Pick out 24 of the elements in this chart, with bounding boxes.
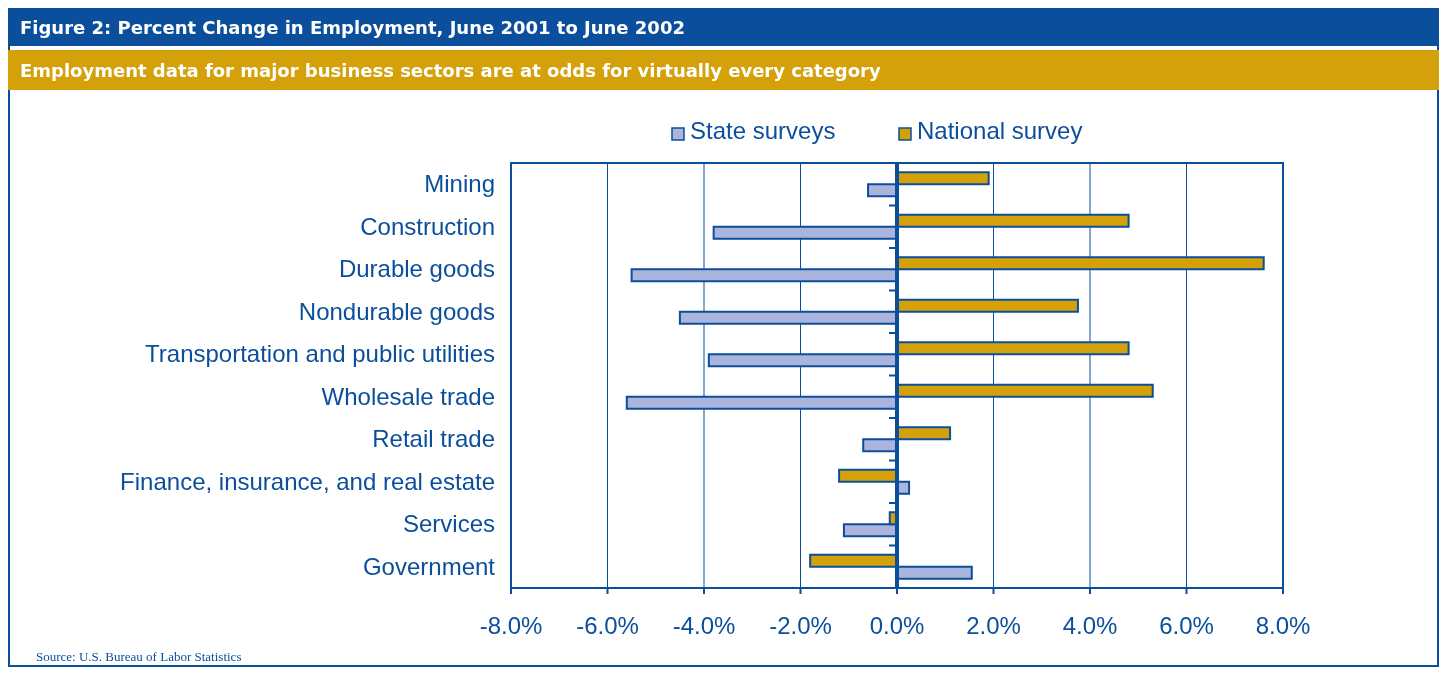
x-tick-label: -6.0% <box>576 612 639 639</box>
x-tick-label: -4.0% <box>672 612 736 639</box>
x-tick-label: -8.0% <box>479 612 543 639</box>
y-tick-label: Government <box>362 552 496 580</box>
y-tick-label: Nondurable goods <box>298 297 495 325</box>
chart-subtitle: Employment data for major business sectors are at odds for virtually every category <box>20 60 881 81</box>
y-tick-label: Transportation and public utilities <box>145 340 495 368</box>
x-tick-label: -2.0% <box>769 612 832 639</box>
legend-label: National survey <box>917 117 1083 144</box>
y-tick-label: Retail trade <box>372 425 495 453</box>
y-tick-label: Durable goods <box>338 255 495 283</box>
text: Figure 2: Percent Change in Employment, June 2001 to June 2002 <box>20 17 685 38</box>
x-tick-label: 8.0% <box>1255 612 1311 639</box>
x-tick-label: 0.0% <box>869 612 925 639</box>
legend-label: State surveys <box>690 117 836 144</box>
x-tick-label: 6.0% <box>1159 612 1214 639</box>
y-tick-label: Finance, insurance, and real estate <box>120 467 495 495</box>
y-tick-label: Construction <box>360 212 495 240</box>
x-tick-label: 4.0% <box>1062 612 1118 639</box>
x-tick-label: 2.0% <box>966 612 1021 639</box>
y-tick-label: Wholesale trade <box>321 382 495 410</box>
y-tick-label: Mining <box>424 170 495 198</box>
y-tick-label: Services <box>402 510 495 538</box>
source-note: Source: U.S. Bureau of Labor Statistics <box>36 649 242 664</box>
